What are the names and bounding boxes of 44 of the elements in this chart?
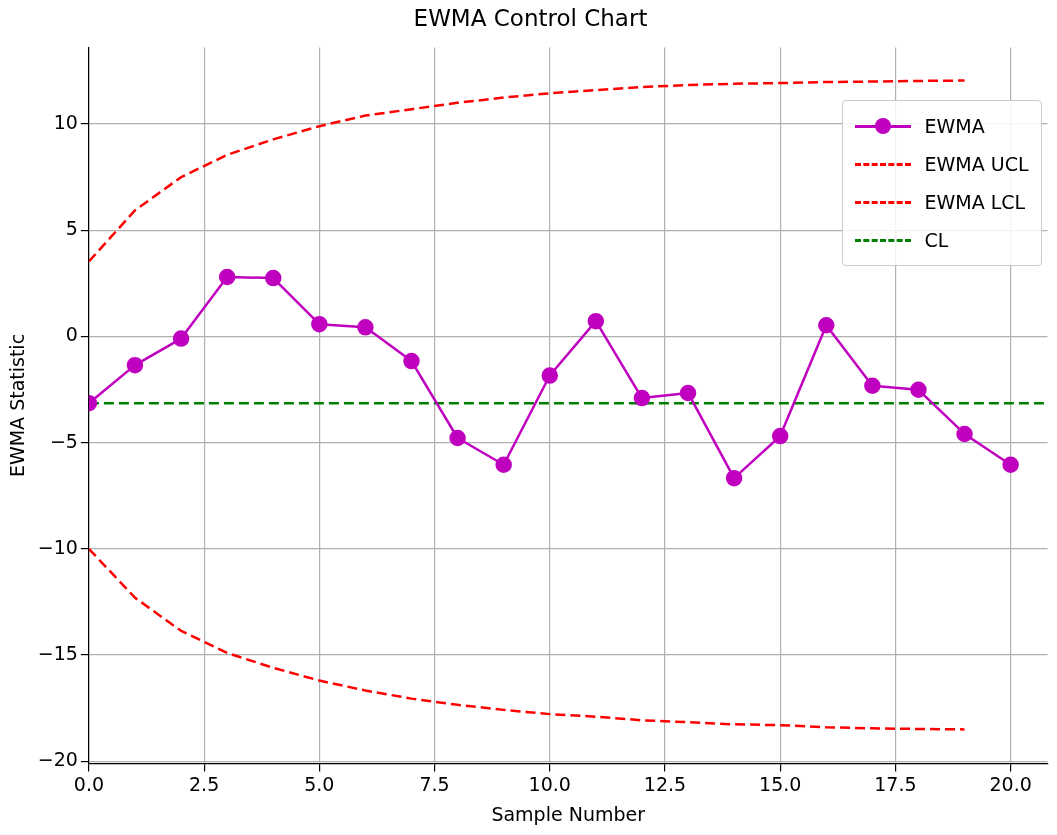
y-axis-title: EWMA Statistic	[6, 333, 29, 478]
point	[172, 330, 190, 347]
point	[956, 425, 973, 443]
point	[541, 367, 559, 384]
line-series	[88, 547, 966, 731]
x-tick-label: 17.5	[874, 772, 917, 795]
point	[218, 268, 236, 286]
x-tick-label: 15.0	[759, 772, 802, 795]
legend-label: EWMA UCL	[924, 152, 1029, 175]
x-tick-label: 0.0	[73, 772, 105, 795]
point	[311, 315, 328, 333]
point	[679, 384, 697, 402]
x-tick-label: 5.0	[304, 772, 335, 795]
x-tick-label: 10.0	[528, 772, 571, 795]
x-tick-label: 20.0	[989, 772, 1032, 795]
point	[725, 469, 743, 487]
legend-label: EWMA	[924, 114, 985, 137]
point	[403, 352, 420, 370]
x-tick-label: 2.5	[189, 772, 220, 795]
legend-label: CL	[924, 228, 949, 251]
point	[495, 456, 512, 474]
point	[357, 319, 374, 336]
point	[264, 269, 282, 287]
y-tick-label: −10	[37, 535, 78, 558]
point	[771, 427, 789, 445]
chart-title: EWMA Control Chart	[413, 4, 648, 31]
y-tick-label: −20	[37, 748, 78, 771]
x-tick-label: 7.5	[419, 772, 450, 795]
point	[126, 356, 144, 374]
x-tick-label: 12.5	[643, 772, 687, 795]
x-axis-title: Sample Number	[491, 802, 646, 825]
point	[587, 312, 605, 330]
y-tick-label: 10	[53, 111, 78, 133]
point	[864, 377, 881, 394]
y-tick-label: 0	[65, 323, 78, 346]
legend-label: EWMA LCL	[924, 190, 1026, 213]
y-tick-label: −5	[49, 429, 78, 452]
point	[633, 389, 651, 407]
point	[449, 429, 466, 447]
point	[910, 381, 927, 399]
y-tick-label: 5	[65, 217, 78, 240]
point	[818, 316, 835, 334]
point	[1002, 456, 1019, 474]
y-tick-label: −15	[37, 642, 78, 665]
